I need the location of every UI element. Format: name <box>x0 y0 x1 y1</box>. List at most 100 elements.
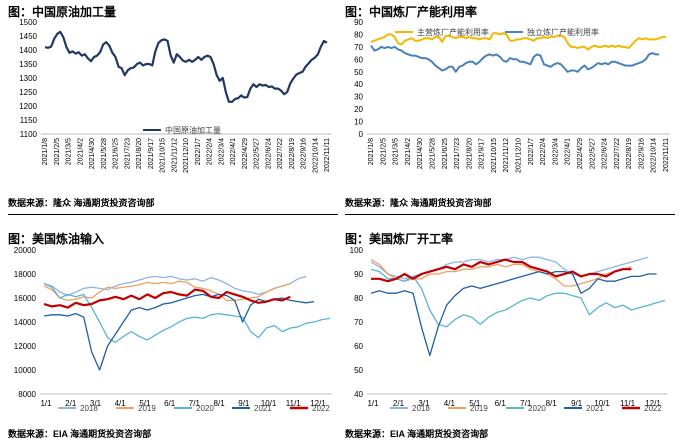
series-line-独立炼厂产能利用率 <box>370 45 660 73</box>
x-tick-label: 5/1 <box>469 399 481 408</box>
y-tick-label: 16000 <box>14 294 37 303</box>
legend: 2018 2019 2020 2021 2022 <box>390 404 662 413</box>
legend-label: 2020 <box>196 404 214 413</box>
y-tick-label: 1100 <box>20 130 38 139</box>
panel-us-refinery-utilization: 图：美国炼厂开工率 40 50 60 70 80 90 100 1/1 2/1 3/1 4/1 5/1… <box>345 228 675 443</box>
series-line-2022 <box>43 288 291 309</box>
x-tick-label: 2021/5/28 <box>101 138 108 169</box>
x-tick-label: 2022/7/22 <box>277 138 284 169</box>
y-tick-label: 1400 <box>19 46 37 55</box>
x-tick-label: 3/1 <box>418 399 430 408</box>
x-tick-label: 2022/9/16 <box>301 138 308 169</box>
y-tick-label: 40 <box>354 390 363 399</box>
y-tick-label: 1150 <box>20 116 38 125</box>
x-tick-label: 2022/3/4 <box>218 138 225 165</box>
x-tick-label: 2022/10/14 <box>312 138 319 173</box>
series-line-2020 <box>43 283 331 344</box>
y-tick-label: 1350 <box>19 60 37 69</box>
legend-label: 2018 <box>412 404 430 413</box>
y-tick-label: 80 <box>354 30 363 39</box>
x-tick-label: 3/1 <box>90 399 102 408</box>
y-tick-label: 50 <box>354 366 363 375</box>
y-tick-label: 1200 <box>19 102 37 111</box>
y-tick-label: 30 <box>354 93 363 102</box>
y-tick-label: 1250 <box>19 88 37 97</box>
y-tick-label: 100 <box>350 246 364 255</box>
x-tick-label: 2021/6/25 <box>113 138 120 169</box>
x-tick-label: 2021/3/5 <box>393 138 400 165</box>
x-tick-label: 5/1 <box>139 399 151 408</box>
x-tick-label: 2021/8/20 <box>466 138 473 169</box>
legend-label: 独立炼厂产能利用率 <box>527 27 599 37</box>
series-line-2018 <box>43 275 307 297</box>
x-tick-label: 2021/7/23 <box>124 138 131 169</box>
x-tick-label: 2022/10/14 <box>651 138 658 173</box>
y-tick-label: 70 <box>354 43 363 52</box>
x-tick-label: 2021/4/30 <box>417 138 424 169</box>
x-tick-label: 2021/5/28 <box>429 138 436 169</box>
x-tick-label: 2021/2/5 <box>54 138 61 165</box>
series-line-2020 <box>370 268 666 328</box>
x-tick-label: 2022/2/4 <box>207 138 214 165</box>
x-tick-label: 2/1 <box>65 399 77 408</box>
panel-us-refinery-input: 图：美国炼油输入 8000 10000 12000 14000 16000 18000 20… <box>8 228 338 443</box>
legend-label: 2018 <box>80 404 98 413</box>
x-tick-label: 2022/4/1 <box>565 138 572 165</box>
x-tick-label: 12/1 <box>310 399 326 408</box>
x-tick-label: 2022/11/11 <box>663 138 670 172</box>
x-tick-label: 2021/2/5 <box>380 138 387 165</box>
series-line-2021 <box>370 270 657 357</box>
series-line-主营炼厂产能利用率 <box>370 32 666 51</box>
x-tick-label: 8/1 <box>546 399 558 408</box>
legend-label: 2022 <box>644 404 662 413</box>
x-tick-label: 9/1 <box>571 399 583 408</box>
y-tick-label: 1300 <box>19 74 37 83</box>
x-tick-label: 2021/4/2 <box>77 138 84 165</box>
x-tick-label: 1/1 <box>367 399 379 408</box>
legend-label: 2020 <box>528 404 546 413</box>
y-tick-label: 60 <box>354 342 363 351</box>
source-note: 数据来源：EIA 海通期货投资咨询部 <box>8 429 152 439</box>
x-tick-label: 2021/10/15 <box>491 138 498 173</box>
divider-line <box>345 214 675 215</box>
chart-crude-processing: 1100 1150 1200 1250 1300 1350 1400 1450 1500 2021… <box>19 18 331 173</box>
y-tick-label: 0 <box>359 130 364 139</box>
series-line-2022 <box>371 258 632 283</box>
x-tick-label: 2022/9/16 <box>638 138 645 169</box>
x-tick-label: 2/1 <box>393 399 405 408</box>
y-tick-label: 80 <box>354 294 363 303</box>
x-tick-label: 4/1 <box>444 399 456 408</box>
y-tick-label: 1450 <box>19 32 37 41</box>
x-tick-label: 2022/1/7 <box>528 138 535 165</box>
panel-crude-processing: 图：中国原油加工量 1100 1150 1200 1250 1300 1350 1400 14… <box>8 0 338 218</box>
x-tick-label: 2021/6/25 <box>442 138 449 169</box>
y-tick-label: 90 <box>354 18 363 27</box>
source-note: 数据来源：EIA 海通期货投资咨询部 <box>345 429 489 439</box>
x-tick-label: 11/1 <box>286 399 302 408</box>
x-tick-label: 7/1 <box>189 399 201 408</box>
x-tick-label: 2022/5/27 <box>254 138 261 169</box>
x-tick-label: 2022/4/1 <box>230 138 237 165</box>
x-tick-label: 2022/5/27 <box>589 138 596 169</box>
x-tick-label: 2021/11/12 <box>171 138 178 173</box>
x-tick-label: 6/1 <box>164 399 176 408</box>
y-tick-label: 10000 <box>14 366 37 375</box>
chart-title: 图：中国炼厂产能利用率 <box>345 5 478 19</box>
y-tick-label: 10 <box>354 118 363 127</box>
legend-label: 主营炼厂产能利用率 <box>417 27 489 37</box>
x-tick-label: 2021/10/15 <box>160 138 167 173</box>
x-tick-label: 2022/2/4 <box>540 138 547 165</box>
x-tick-label: 2021/3/5 <box>66 138 73 165</box>
x-tick-label: 2021/12/10 <box>516 138 523 173</box>
x-tick-label: 2022/11/11 <box>324 138 331 172</box>
x-tick-label: 12/1 <box>645 399 661 408</box>
x-tick-label: 7/1 <box>520 399 532 408</box>
legend-label: 2021 <box>254 404 272 413</box>
divider-line <box>8 214 338 215</box>
legend-label: 中国原油加工量 <box>165 125 221 135</box>
x-tick-label: 2021/8/20 <box>136 138 143 169</box>
y-tick-label: 70 <box>354 318 363 327</box>
chart-us-refinery-utilization: 40 50 60 70 80 90 100 1/1 2/1 3/1 4/1 5/1 6/1 7/1 8/1 9… <box>350 246 667 413</box>
chart-title: 图：中国原油加工量 <box>8 5 117 19</box>
x-tick-label: 2021/1/8 <box>368 138 375 165</box>
